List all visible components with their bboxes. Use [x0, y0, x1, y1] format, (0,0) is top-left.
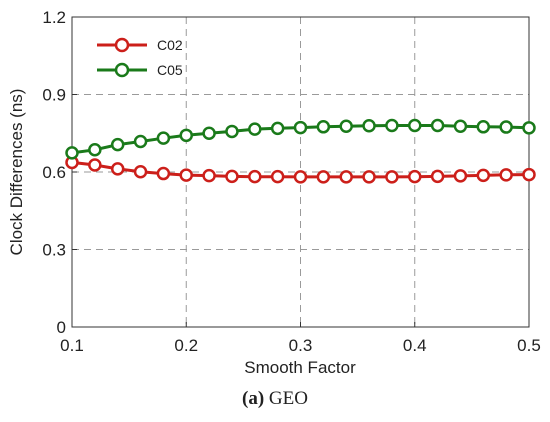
x-tick-label: 0.4: [403, 336, 427, 355]
data-point-C05: [476, 120, 491, 134]
y-tick-label: 0: [57, 318, 66, 337]
data-point-C02: [522, 167, 536, 182]
data-point-C02: [110, 162, 125, 176]
y-tick-label: 0.6: [42, 163, 66, 182]
legend-label-C05: C05: [157, 62, 183, 78]
data-point-C02: [385, 170, 399, 184]
data-point-C05: [88, 143, 102, 157]
x-tick-label: 0.1: [60, 336, 84, 355]
data-point-C05: [385, 118, 399, 133]
x-tick-label: 0.5: [517, 336, 541, 355]
data-point-C02: [453, 169, 468, 183]
figure-caption: (a) GEO: [0, 388, 550, 410]
y-axis-title: Clock Differences (ns): [7, 89, 26, 256]
data-point-C02: [430, 169, 445, 184]
data-point-C05: [453, 119, 468, 134]
data-point-C05: [522, 121, 536, 135]
data-point-C02: [179, 168, 193, 182]
y-tick-label: 1.2: [42, 8, 66, 27]
axis-ticks: 0.1 0.2 0.3 0.4 0.5 0 0.3 0.6 0.9 1.2: [42, 8, 540, 355]
data-point-C02: [408, 169, 422, 184]
x-tick-label: 0.2: [174, 336, 198, 355]
data-point-C05: [156, 131, 171, 145]
caption-label: (a): [242, 388, 265, 409]
data-point-C02: [156, 166, 171, 181]
data-point-C02: [225, 169, 239, 184]
data-point-C05: [65, 146, 79, 160]
data-point-C02: [499, 168, 513, 182]
data-point-C02: [133, 164, 148, 179]
legend-marker-C02: [114, 37, 130, 53]
legend: C02 C05: [97, 37, 183, 78]
data-point-C02: [202, 168, 216, 183]
data-point-C05: [362, 119, 376, 133]
data-point-C02: [476, 168, 491, 183]
data-point-C02: [293, 170, 308, 184]
data-point-C02: [362, 170, 376, 184]
data-point-C05: [110, 137, 125, 152]
data-point-C02: [339, 170, 353, 184]
caption-text: GEO: [264, 388, 308, 409]
series-layer: [65, 118, 536, 184]
data-point-C05: [202, 126, 216, 140]
data-point-C05: [430, 118, 445, 133]
x-tick-label: 0.3: [289, 336, 313, 355]
data-point-C05: [270, 121, 285, 136]
line-chart: 0.1 0.2 0.3 0.4 0.5 0 0.3 0.6 0.9 1.2 C02 C05 Smoo…: [7, 8, 541, 377]
data-point-C05: [293, 120, 308, 135]
legend-marker-C05: [114, 62, 130, 78]
data-point-C02: [88, 158, 102, 172]
data-point-C05: [499, 120, 513, 134]
data-point-C05: [179, 128, 193, 143]
data-point-C02: [248, 169, 262, 184]
data-point-C05: [248, 122, 262, 136]
y-tick-label: 0.9: [42, 86, 66, 105]
data-point-C05: [225, 124, 239, 139]
legend-label-C02: C02: [157, 37, 183, 53]
x-axis-title: Smooth Factor: [244, 358, 356, 377]
data-point-C05: [339, 119, 353, 134]
data-point-C02: [270, 169, 285, 184]
data-point-C05: [408, 118, 422, 133]
y-tick-label: 0.3: [42, 241, 66, 260]
data-point-C05: [133, 134, 148, 149]
data-point-C02: [316, 170, 331, 184]
data-point-C05: [316, 120, 331, 134]
